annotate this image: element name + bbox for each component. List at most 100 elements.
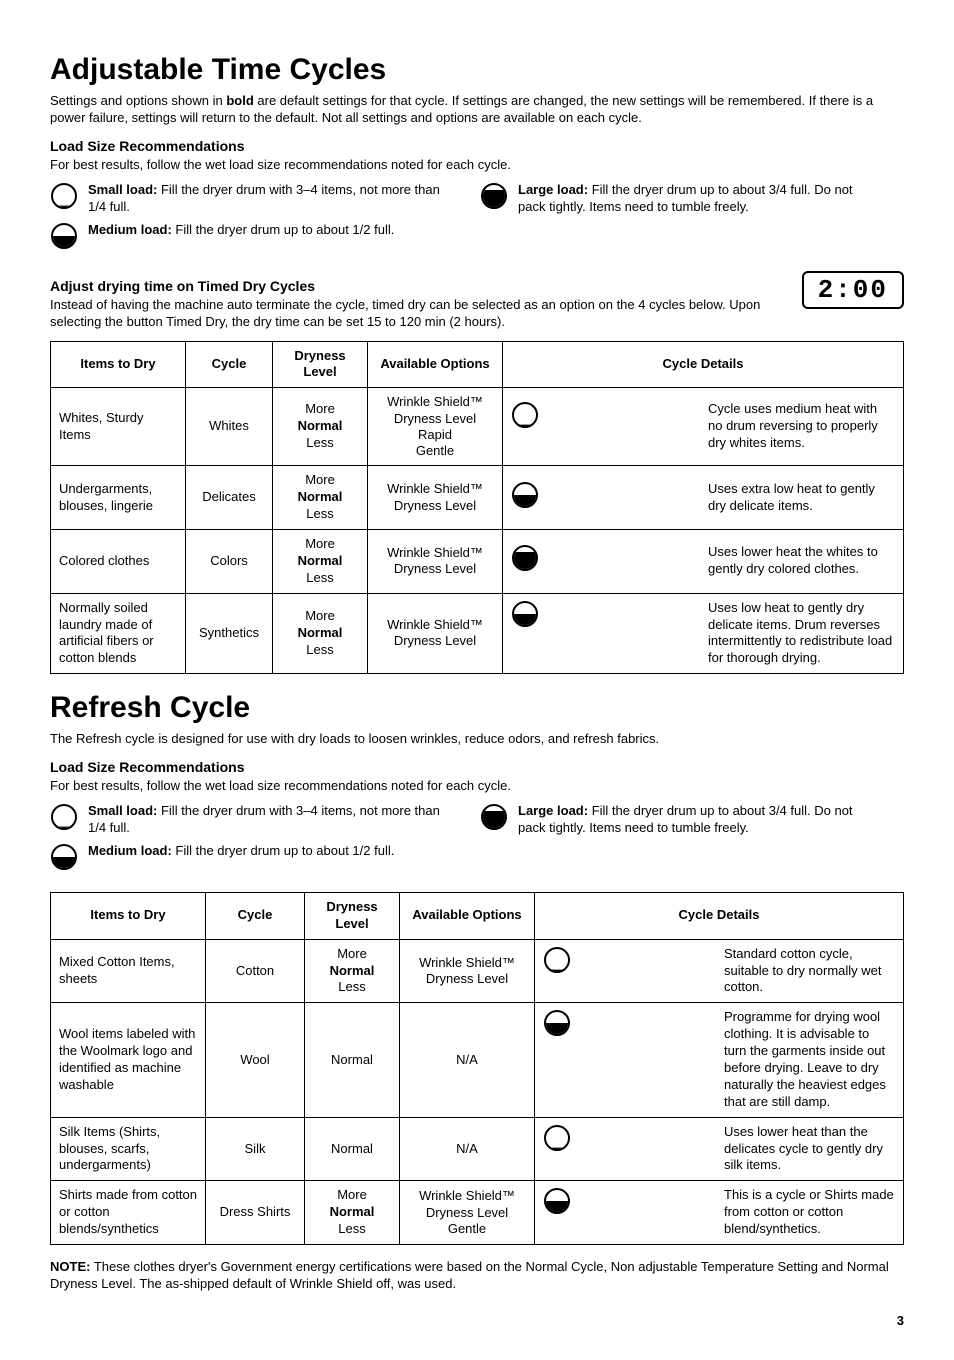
table-header-row: Items to Dry Cycle Dryness Level Availab…: [51, 892, 904, 939]
cell-details: Uses lower heat than the delicates cycle…: [535, 1117, 904, 1181]
drum-icon: [511, 401, 698, 434]
drum-icon: [511, 544, 698, 577]
load-text-medium: Medium load: Fill the dryer drum up to a…: [88, 222, 394, 239]
cycles-table-1: Items to Dry Cycle Dryness Level Availab…: [50, 341, 904, 675]
cell-cycle: Colors: [186, 529, 273, 593]
drum-icon-small: [50, 803, 78, 836]
load-item-large: Large load: Fill the dryer drum up to ab…: [480, 803, 880, 837]
table-row: Mixed Cotton Items, sheetsCottonMoreNorm…: [51, 939, 904, 1003]
cell-dryness: MoreNormalLess: [273, 593, 368, 674]
drum-icon: [511, 600, 698, 633]
section2-intro: The Refresh cycle is designed for use wi…: [50, 731, 904, 748]
col-options: Available Options: [368, 341, 503, 388]
detail-text: Cycle uses medium heat with no drum reve…: [708, 401, 895, 452]
drum-icon-small: [50, 182, 78, 215]
col-dryness: Dryness Level: [305, 892, 400, 939]
cell-items: Mixed Cotton Items, sheets: [51, 939, 206, 1003]
drum-icon-large: [480, 803, 508, 836]
section1-intro: Settings and options shown in bold are d…: [50, 93, 904, 127]
drum-icon-large: [480, 182, 508, 215]
drum-icon: [543, 1009, 714, 1042]
load-item-medium: Medium load: Fill the dryer drum up to a…: [50, 222, 450, 255]
detail-text: Uses lower heat the whites to gently dry…: [708, 544, 895, 578]
table-row: Whites, Sturdy ItemsWhitesMoreNormalLess…: [51, 388, 904, 466]
load-recommendations-2: Small load: Fill the dryer drum with 3–4…: [50, 803, 904, 882]
cell-dryness: MoreNormalLess: [273, 529, 368, 593]
cell-options: Wrinkle Shield™ Dryness Level: [400, 939, 535, 1003]
load-item-small: Small load: Fill the dryer drum with 3–4…: [50, 803, 450, 837]
detail-text: This is a cycle or Shirts made from cott…: [724, 1187, 895, 1238]
load-size-text-2: For best results, follow the wet load si…: [50, 778, 904, 795]
load-item-small: Small load: Fill the dryer drum with 3–4…: [50, 182, 450, 216]
cell-cycle: Delicates: [186, 466, 273, 530]
cell-items: Normally soiled laundry made of artifici…: [51, 593, 186, 674]
cell-details: Uses extra low heat to gently dry delica…: [503, 466, 904, 530]
col-cycle: Cycle: [206, 892, 305, 939]
load-text-medium: Medium load: Fill the dryer drum up to a…: [88, 843, 394, 860]
drum-icon-medium: [50, 843, 78, 876]
load-label: Medium load:: [88, 843, 172, 858]
timer-display: 2:00: [802, 271, 904, 309]
col-details: Cycle Details: [503, 341, 904, 388]
detail-text: Uses extra low heat to gently dry delica…: [708, 481, 895, 515]
cell-items: Silk Items (Shirts, blouses, scarfs, und…: [51, 1117, 206, 1181]
drum-icon-medium: [50, 222, 78, 255]
note-label: NOTE:: [50, 1259, 90, 1274]
timed-dry-heading: Adjust drying time on Timed Dry Cycles: [50, 277, 788, 295]
col-options: Available Options: [400, 892, 535, 939]
cell-details: Standard cotton cycle, suitable to dry n…: [535, 939, 904, 1003]
section1-title: Adjustable Time Cycles: [50, 50, 904, 89]
table-header-row: Items to Dry Cycle Dryness Level Availab…: [51, 341, 904, 388]
cell-details: Uses lower heat the whites to gently dry…: [503, 529, 904, 593]
cell-options: Wrinkle Shield™ Dryness Level: [368, 466, 503, 530]
load-label: Medium load:: [88, 222, 172, 237]
cell-items: Undergarments, blouses, lingerie: [51, 466, 186, 530]
note-text: These clothes dryer's Government energy …: [50, 1259, 889, 1291]
energy-note: NOTE: These clothes dryer's Government e…: [50, 1259, 904, 1293]
timed-dry-block: Adjust drying time on Timed Dry Cycles I…: [50, 271, 904, 331]
cell-details: Cycle uses medium heat with no drum reve…: [503, 388, 904, 466]
load-size-heading-1: Load Size Recommendations: [50, 137, 904, 155]
col-items: Items to Dry: [51, 892, 206, 939]
cell-cycle: Wool: [206, 1003, 305, 1117]
cell-cycle: Synthetics: [186, 593, 273, 674]
cell-options: Wrinkle Shield™ Dryness Level: [368, 529, 503, 593]
cell-options: N/A: [400, 1003, 535, 1117]
section2-title: Refresh Cycle: [50, 688, 904, 727]
table-row: Silk Items (Shirts, blouses, scarfs, und…: [51, 1117, 904, 1181]
table-row: Wool items labeled with the Woolmark log…: [51, 1003, 904, 1117]
cell-dryness: MoreNormalLess: [273, 466, 368, 530]
table-row: Undergarments, blouses, lingerieDelicate…: [51, 466, 904, 530]
page-number: 3: [50, 1313, 904, 1330]
cell-cycle: Silk: [206, 1117, 305, 1181]
cell-cycle: Whites: [186, 388, 273, 466]
cell-options: N/A: [400, 1117, 535, 1181]
cell-dryness: Normal: [305, 1003, 400, 1117]
table-row: Colored clothesColorsMoreNormalLessWrink…: [51, 529, 904, 593]
cycles-table-2: Items to Dry Cycle Dryness Level Availab…: [50, 892, 904, 1245]
cell-cycle: Cotton: [206, 939, 305, 1003]
detail-text: Standard cotton cycle, suitable to dry n…: [724, 946, 895, 997]
table1-body: Whites, Sturdy ItemsWhitesMoreNormalLess…: [51, 388, 904, 674]
load-text-large: Large load: Fill the dryer drum up to ab…: [518, 803, 880, 837]
load-label: Large load:: [518, 182, 588, 197]
col-cycle: Cycle: [186, 341, 273, 388]
load-text-small: Small load: Fill the dryer drum with 3–4…: [88, 803, 450, 837]
cell-details: Uses low heat to gently dry delicate ite…: [503, 593, 904, 674]
load-text-large: Large load: Fill the dryer drum up to ab…: [518, 182, 880, 216]
load-desc: Fill the dryer drum up to about 1/2 full…: [172, 222, 395, 237]
cell-items: Whites, Sturdy Items: [51, 388, 186, 466]
cell-details: Programme for drying wool clothing. It i…: [535, 1003, 904, 1117]
load-desc: Fill the dryer drum up to about 1/2 full…: [172, 843, 395, 858]
load-recommendations-1: Small load: Fill the dryer drum with 3–4…: [50, 182, 904, 261]
load-label: Large load:: [518, 803, 588, 818]
detail-text: Programme for drying wool clothing. It i…: [724, 1009, 895, 1110]
cell-items: Colored clothes: [51, 529, 186, 593]
cell-items: Wool items labeled with the Woolmark log…: [51, 1003, 206, 1117]
load-text-small: Small load: Fill the dryer drum with 3–4…: [88, 182, 450, 216]
table-row: Normally soiled laundry made of artifici…: [51, 593, 904, 674]
load-size-heading-2: Load Size Recommendations: [50, 758, 904, 776]
intro-bold: bold: [226, 93, 253, 108]
drum-icon: [543, 946, 714, 979]
load-size-text-1: For best results, follow the wet load si…: [50, 157, 904, 174]
